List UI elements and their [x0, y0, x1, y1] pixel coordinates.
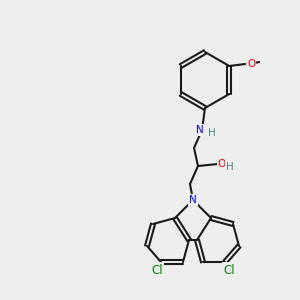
- Text: Cl: Cl: [151, 263, 163, 277]
- Text: N: N: [196, 125, 204, 135]
- Text: O: O: [247, 59, 255, 69]
- Text: O: O: [218, 159, 226, 169]
- Text: N: N: [189, 195, 197, 205]
- Text: H: H: [226, 162, 234, 172]
- Text: Cl: Cl: [223, 263, 235, 277]
- Text: H: H: [208, 128, 216, 138]
